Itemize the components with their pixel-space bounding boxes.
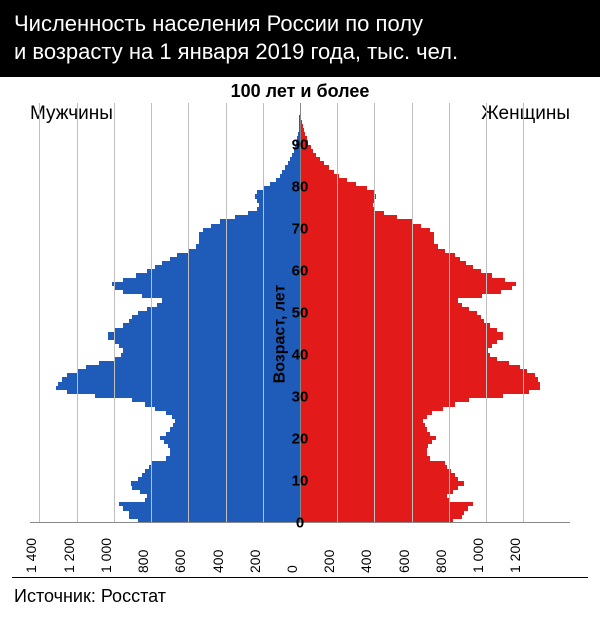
x-tick: 800	[135, 550, 151, 573]
chart-title: Численность населения России по полу и в…	[0, 0, 600, 77]
chart-area: 100 лет и более Мужчины Женщины 01020304…	[0, 77, 600, 577]
x-tick-labels: 1 4001 2001 0008006004002000200400600800…	[30, 529, 570, 571]
x-tick: 400	[210, 550, 226, 573]
x-tick: 1 400	[23, 538, 39, 573]
source-label: Источник: Росстат	[12, 577, 588, 607]
center-axis-line	[300, 103, 301, 523]
plot-area: 0102030405060708090 Возраст, лет	[30, 103, 570, 523]
x-tick: 600	[396, 550, 412, 573]
x-tick: 0	[284, 565, 300, 573]
title-line-2: и возрасту на 1 января 2019 года, тыс. ч…	[14, 38, 586, 66]
x-tick: 1 200	[507, 538, 523, 573]
title-line-1: Численность населения России по полу	[14, 10, 586, 38]
top-age-label: 100 лет и более	[231, 81, 370, 102]
x-tick: 800	[433, 550, 449, 573]
x-tick: 200	[247, 550, 263, 573]
x-tick: 1 000	[98, 538, 114, 573]
x-tick: 400	[358, 550, 374, 573]
x-tick: 600	[172, 550, 188, 573]
x-tick: 1 000	[470, 538, 486, 573]
x-tick: 200	[321, 550, 337, 573]
x-tick: 1 200	[61, 538, 77, 573]
